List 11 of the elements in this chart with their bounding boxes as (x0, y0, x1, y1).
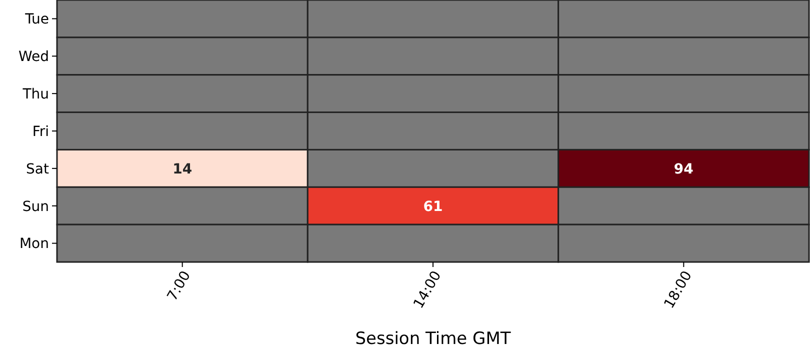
y-tick-label: Fri (32, 124, 49, 140)
x-axis-title: Session Time GMT (355, 329, 512, 349)
data-label: 14 (172, 161, 192, 178)
y-tick-label: Thu (22, 86, 49, 102)
y-tick-label: Tue (24, 12, 49, 28)
data-label: 61 (423, 198, 443, 215)
y-tick-label: Sun (22, 198, 49, 215)
data-label: 94 (674, 161, 694, 178)
y-tick-label: Mon (19, 236, 49, 252)
y-tick-label: Sat (26, 161, 50, 178)
y-tick-label: Wed (18, 49, 49, 66)
